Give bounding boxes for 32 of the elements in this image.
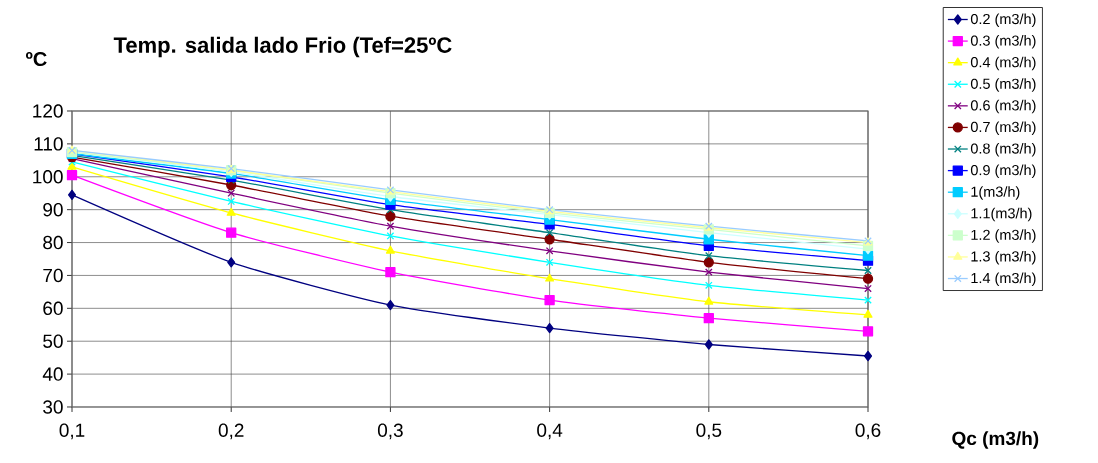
chart-title: Temp. salida lado Frio (Tef=25ºC [113, 36, 452, 58]
legend-label: 0.9 (m3/h) [970, 164, 1036, 179]
legend-label: 1.3 (m3/h) [971, 250, 1036, 265]
legend-label: 0.6 (m3/h) [970, 99, 1036, 114]
y-tick-label: 40 [42, 367, 63, 381]
y-tick-label: 110 [34, 137, 63, 151]
legend-label: 1.2 (m3/h) [971, 229, 1036, 243]
legend-label: 1.1(m3/h) [971, 207, 1032, 222]
x-tick-label: 0,2 [218, 423, 244, 440]
legend-label: 0.2 (m3/h) [970, 13, 1036, 28]
y-tick-label: 30 [43, 400, 63, 414]
x-axis-title: Qc (m3/h) [952, 431, 1039, 449]
y-tick-label: 90 [43, 202, 63, 217]
x-tick-label: 0,6 [855, 423, 881, 440]
legend-label: 0.3 (m3/h) [970, 35, 1036, 49]
y-tick-label: 60 [43, 301, 63, 316]
legend-label: 0.7 (m3/h) [970, 121, 1036, 135]
legend-label: 0.8 (m3/h) [970, 143, 1036, 157]
y-tick-label: 100 [33, 170, 63, 184]
y-tick-label: 120 [33, 104, 63, 118]
x-tick-label: 0,3 [377, 423, 403, 440]
y-axis-title: ºC [25, 51, 47, 67]
x-tick-label: 0,5 [696, 423, 722, 440]
y-tick-label: 80 [43, 235, 63, 250]
legend-label: 0.5 (m3/h) [970, 78, 1036, 92]
x-tick-label: 0,4 [537, 423, 563, 440]
legend-label: 1(m3/h) [971, 186, 1020, 200]
legend-label: 1.4 (m3/h) [971, 272, 1036, 287]
legend-label: 0.4 (m3/h) [970, 56, 1036, 71]
x-tick-label: 0,1 [59, 423, 85, 440]
y-tick-label: 70 [43, 268, 63, 283]
y-tick-label: 50 [43, 334, 63, 348]
